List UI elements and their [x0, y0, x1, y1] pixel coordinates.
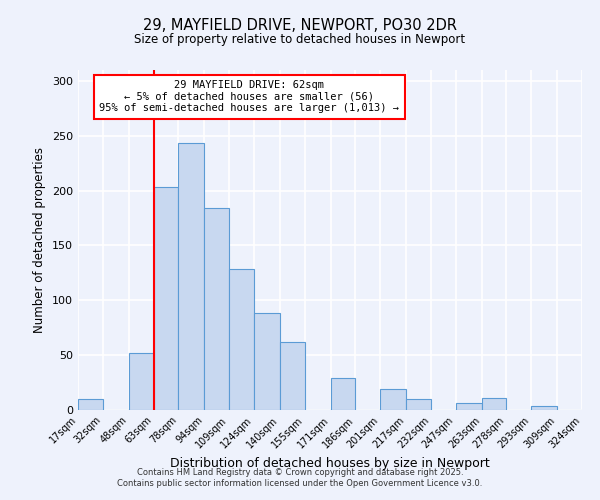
Bar — [380, 389, 406, 410]
Bar — [455, 404, 482, 410]
Bar — [482, 398, 506, 410]
Text: Contains HM Land Registry data © Crown copyright and database right 2025.
Contai: Contains HM Land Registry data © Crown c… — [118, 468, 482, 487]
Bar — [331, 378, 355, 410]
Text: Size of property relative to detached houses in Newport: Size of property relative to detached ho… — [134, 32, 466, 46]
Text: 29, MAYFIELD DRIVE, NEWPORT, PO30 2DR: 29, MAYFIELD DRIVE, NEWPORT, PO30 2DR — [143, 18, 457, 32]
X-axis label: Distribution of detached houses by size in Newport: Distribution of detached houses by size … — [170, 456, 490, 469]
Bar — [406, 399, 431, 410]
Y-axis label: Number of detached properties: Number of detached properties — [34, 147, 46, 333]
Bar — [531, 406, 557, 410]
Bar — [129, 353, 154, 410]
Bar — [229, 268, 254, 410]
Text: 29 MAYFIELD DRIVE: 62sqm
← 5% of detached houses are smaller (56)
95% of semi-de: 29 MAYFIELD DRIVE: 62sqm ← 5% of detache… — [100, 80, 400, 114]
Bar — [78, 399, 103, 410]
Bar — [178, 144, 205, 410]
Bar — [280, 342, 305, 410]
Bar — [254, 314, 280, 410]
Bar — [205, 208, 229, 410]
Bar — [154, 188, 178, 410]
